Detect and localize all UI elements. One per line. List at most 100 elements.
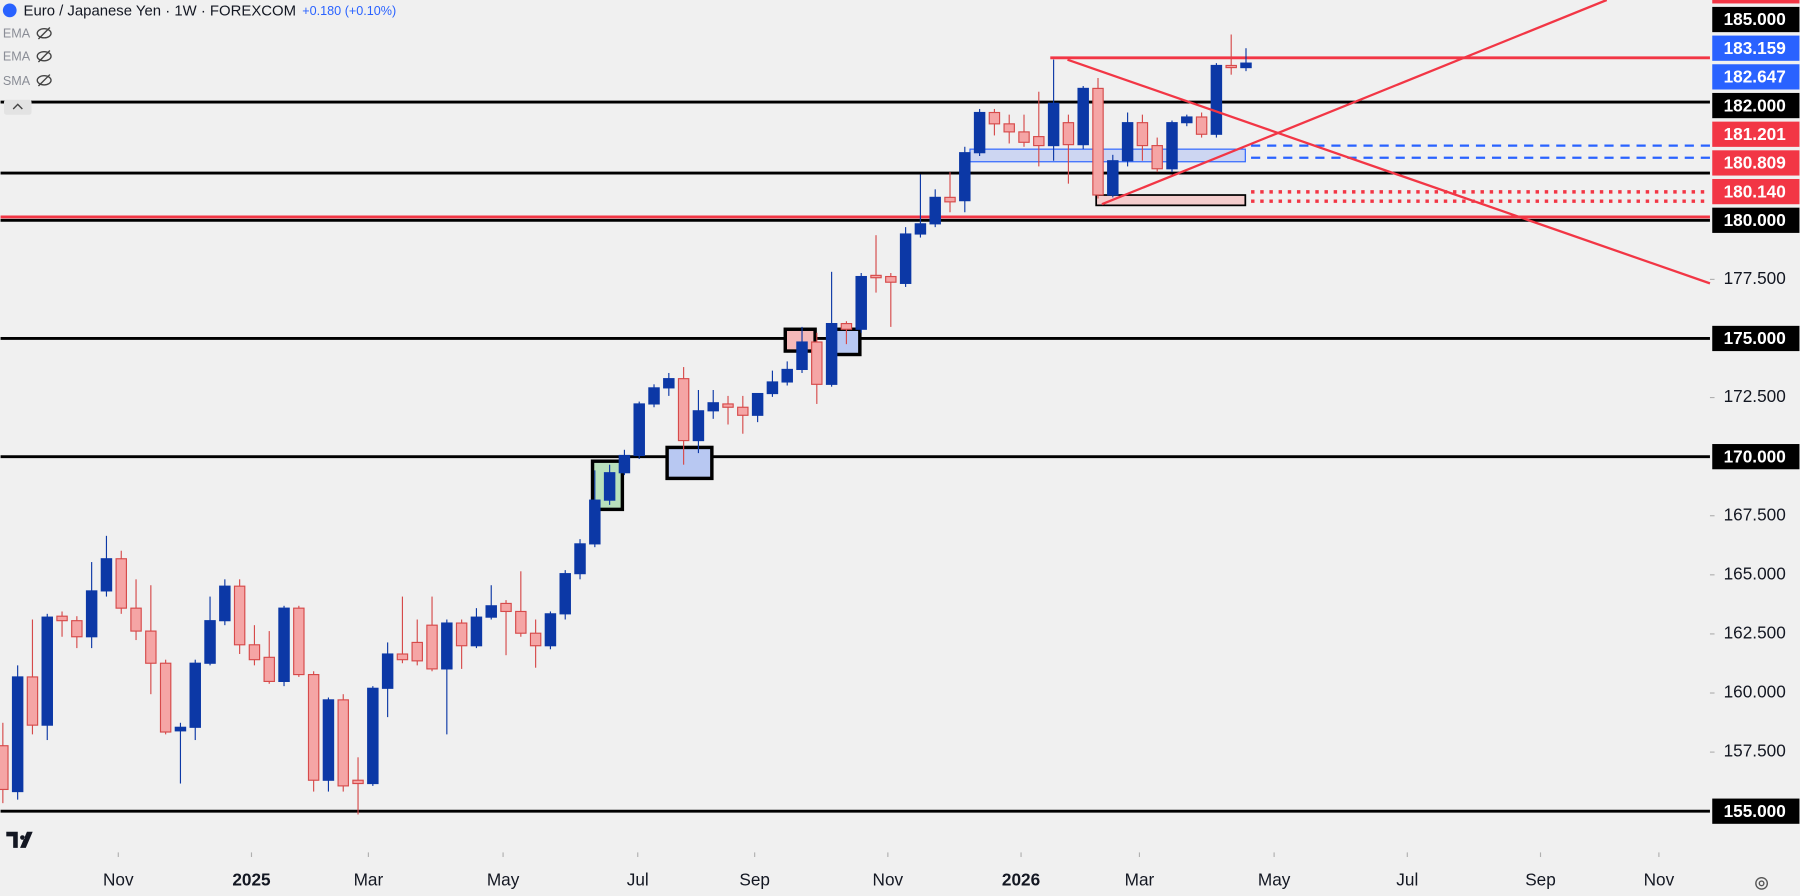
- candle-body: [1062, 122, 1075, 146]
- candle-body: [322, 699, 335, 781]
- visibility-icons[interactable]: [36, 27, 52, 87]
- candle-body: [737, 406, 749, 416]
- level-label-box: [1712, 35, 1800, 61]
- eye-icon[interactable]: [36, 75, 52, 86]
- indicator-label: EMA: [3, 27, 31, 41]
- candle-body: [381, 653, 394, 689]
- eye-icon[interactable]: [36, 50, 52, 62]
- candle-body: [559, 573, 571, 615]
- level-label-box: [1712, 121, 1800, 147]
- candle-body: [1166, 122, 1178, 170]
- candle-body: [870, 274, 882, 279]
- y-tick-label: 177.500: [1724, 268, 1786, 288]
- level-label: 180.140: [1724, 181, 1786, 201]
- candle-body: [1195, 116, 1208, 135]
- trendlines: [1067, 0, 1711, 285]
- candle-body: [115, 558, 127, 609]
- candle-body: [959, 152, 971, 202]
- candle-body: [352, 779, 364, 785]
- level-label: 186.876: [1724, 0, 1786, 1]
- candle-body: [663, 378, 675, 389]
- candle-body: [914, 223, 927, 235]
- price-change: +0.180 (+0.10%): [302, 4, 396, 18]
- candle-body: [529, 632, 542, 647]
- candle-body: [899, 233, 912, 284]
- candle-body: [248, 644, 261, 661]
- eye-slash: [37, 74, 51, 87]
- candle-body: [840, 323, 853, 330]
- candle-body: [233, 585, 246, 646]
- chevron-icon: [12, 103, 23, 110]
- trendline: [1067, 58, 1711, 285]
- candle-body: [26, 676, 39, 726]
- y-tick-label: 157.500: [1724, 741, 1786, 761]
- candle-body: [0, 745, 9, 791]
- candle-body: [100, 558, 113, 592]
- x-tick-label: Jul: [1396, 870, 1418, 890]
- level-label-box: [1712, 64, 1800, 90]
- candle-body: [574, 543, 586, 575]
- candle-body: [71, 620, 83, 638]
- levels-layer: [0, 56, 1710, 813]
- y-tick-label: 160.000: [1724, 682, 1786, 702]
- candle-body: [1240, 62, 1252, 69]
- level-label: 180.000: [1724, 210, 1786, 230]
- zone-box: [969, 148, 1246, 163]
- y-tick-label: 162.500: [1724, 622, 1786, 642]
- candle-body: [707, 402, 719, 412]
- candle-body: [722, 403, 734, 408]
- candle-body: [885, 275, 897, 283]
- candle-body: [500, 602, 512, 613]
- level-label-box: [1712, 178, 1800, 205]
- candle-body: [929, 196, 941, 225]
- x-tick-label: Nov: [873, 870, 904, 890]
- level-label-box: [1712, 798, 1800, 824]
- candle-body: [263, 656, 275, 683]
- candle-body: [1018, 131, 1030, 143]
- eye-slash: [37, 27, 51, 40]
- highlight-box: [665, 445, 714, 481]
- candle-body: [1047, 102, 1060, 147]
- x-tick-label: May: [1258, 870, 1291, 890]
- level-label-box: [1712, 92, 1800, 119]
- level-label: 180.809: [1724, 153, 1786, 173]
- x-tick-label: Sep: [739, 870, 770, 890]
- eye-icon[interactable]: [36, 27, 52, 39]
- candle-body: [825, 323, 838, 385]
- x-tick-label: 2026: [1002, 870, 1040, 890]
- candle-body: [1107, 160, 1119, 196]
- candle-body: [781, 368, 793, 383]
- candle-body: [219, 585, 231, 622]
- level-label-box: [1712, 6, 1800, 33]
- candle-body: [1225, 64, 1237, 69]
- eye-slash: [37, 49, 51, 63]
- tradingview-logo[interactable]: [6, 831, 33, 848]
- candle-body: [56, 615, 68, 622]
- settings-icon[interactable]: [1755, 876, 1769, 890]
- x-tick-label: Nov: [103, 870, 134, 890]
- candle-body: [766, 381, 779, 395]
- level-label: 155.000: [1724, 801, 1786, 821]
- indicator-label: SMA: [3, 74, 31, 88]
- zone-box: [1095, 194, 1247, 207]
- candle-body: [677, 378, 690, 442]
- candle-body: [973, 111, 986, 154]
- candle-body: [1077, 87, 1089, 146]
- x-tick-label: Mar: [354, 870, 384, 890]
- candle-body: [618, 454, 631, 474]
- trendline: [1101, 0, 1608, 206]
- candle-body: [544, 613, 557, 647]
- x-tick-label: 2025: [232, 870, 271, 890]
- candle-body: [85, 590, 98, 638]
- axes-layer: 157.500 160.000 162.500 165.000 167.500 172.5…: [103, 0, 1800, 890]
- x-tick-label: Jul: [627, 870, 649, 890]
- collapse-button[interactable]: [4, 99, 32, 115]
- candle-body: [751, 392, 764, 416]
- level-label: 183.159: [1724, 38, 1786, 58]
- candle-body: [603, 472, 616, 501]
- x-tick-label: May: [487, 870, 520, 890]
- candle-body: [130, 607, 142, 632]
- candle-body: [485, 605, 497, 618]
